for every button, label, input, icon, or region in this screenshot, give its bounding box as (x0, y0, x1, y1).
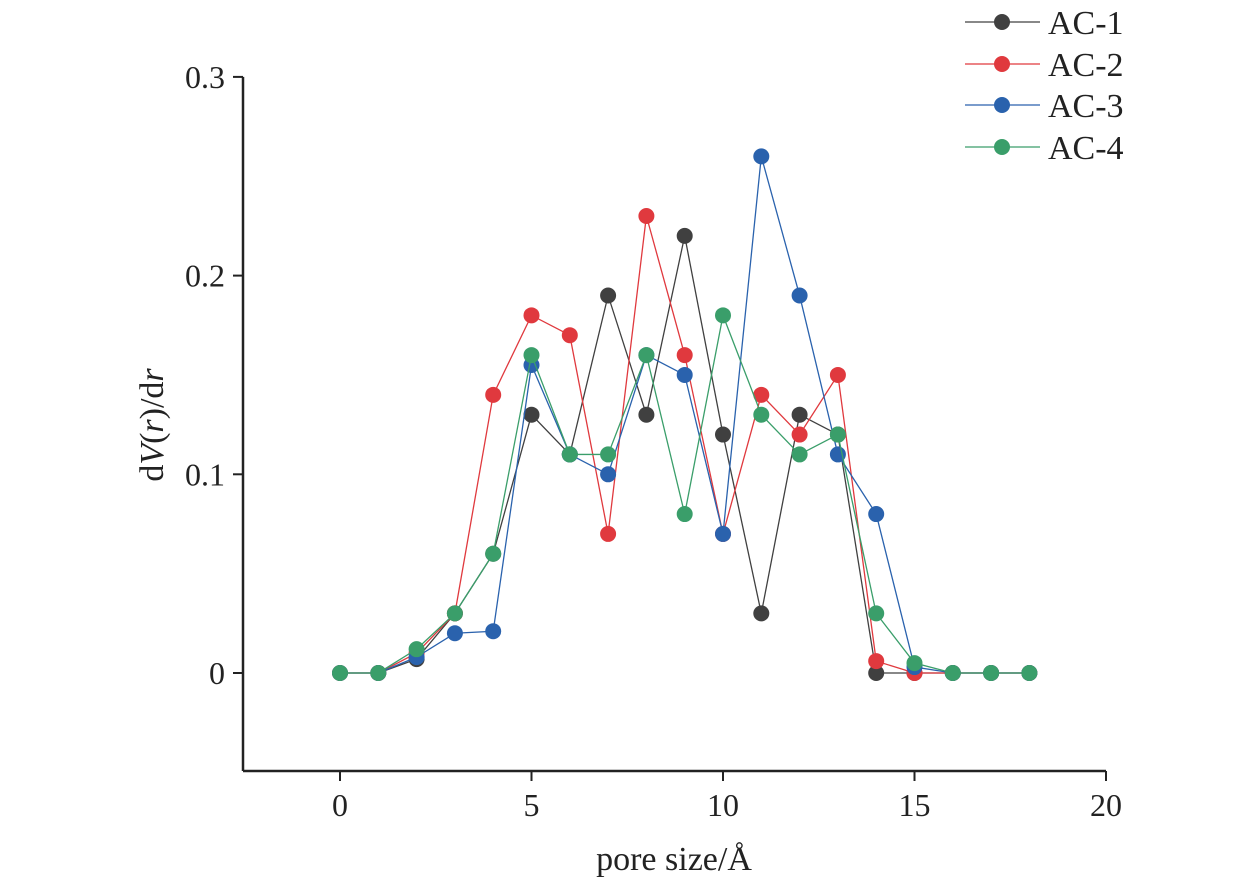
y-axis-label-part: r (134, 368, 171, 382)
series-line (340, 215, 1030, 674)
data-point (676, 347, 693, 364)
legend-label: AC-2 (1048, 47, 1124, 84)
legend-marker (994, 139, 1010, 155)
x-tick-label: 10 (707, 787, 739, 823)
legend-item: AC-4 (965, 130, 1124, 167)
x-tick-label: 5 (524, 787, 540, 823)
data-point (446, 605, 463, 622)
axes: 0 5 10 15 20 0 0.1 0.2 0.3 (185, 59, 1122, 823)
series-ac-2 (332, 207, 1038, 681)
legend-item: AC-2 (965, 47, 1124, 84)
legend: AC-1 AC-2 AC-3 AC-4 (965, 5, 1124, 167)
data-point (676, 506, 693, 523)
x-tick-label: 0 (332, 787, 348, 823)
y-axis-label-part: r (134, 419, 171, 433)
data-point (906, 655, 923, 672)
data-point (485, 386, 502, 403)
legend-label: AC-4 (1048, 130, 1124, 167)
data-point (638, 406, 655, 423)
data-point (676, 227, 693, 244)
data-point (753, 605, 770, 622)
x-tick-label: 15 (899, 787, 931, 823)
data-point (753, 148, 770, 165)
legend-marker (994, 97, 1010, 113)
data-point (944, 665, 961, 681)
data-point (868, 665, 885, 681)
series-ac-4 (332, 307, 1038, 681)
data-point (600, 446, 617, 463)
data-point (638, 207, 655, 224)
data-point (829, 426, 846, 443)
data-point (370, 665, 387, 681)
y-axis-label-part: )/d (134, 382, 171, 420)
y-tick-label: 0 (209, 655, 225, 691)
x-tick-label: 20 (1090, 787, 1122, 823)
data-point (868, 653, 885, 670)
data-point (561, 446, 578, 463)
data-point (523, 406, 540, 423)
y-axis-label: dV(r)/dr (134, 368, 171, 482)
data-point (753, 386, 770, 403)
data-point (485, 545, 502, 562)
data-point (446, 625, 463, 642)
series-group (332, 148, 1038, 681)
y-axis-label-part: d (134, 465, 171, 482)
data-point (523, 347, 540, 364)
data-point (715, 426, 731, 443)
data-point (868, 605, 885, 622)
y-tick-label: 0.2 (185, 258, 225, 294)
data-point (561, 327, 578, 344)
data-point (676, 366, 693, 383)
data-point (600, 287, 617, 304)
y-tick-label: 0.1 (185, 456, 225, 492)
data-point (791, 446, 808, 463)
data-point (983, 665, 1000, 681)
data-point (753, 406, 770, 423)
data-point (868, 506, 885, 523)
data-point (332, 665, 348, 681)
series-ac-1 (332, 227, 1038, 681)
data-point (715, 307, 731, 324)
y-tick-label: 0.3 (185, 59, 225, 95)
x-axis-label: pore size/Å (596, 841, 752, 878)
data-point (600, 466, 617, 483)
data-point (600, 525, 617, 542)
legend-item: AC-3 (965, 88, 1124, 125)
legend-label: AC-3 (1048, 88, 1124, 125)
series-line (340, 235, 1030, 674)
legend-marker (994, 56, 1010, 72)
legend-marker (994, 14, 1010, 30)
legend-item: AC-1 (965, 5, 1124, 42)
data-point (791, 406, 808, 423)
legend-label: AC-1 (1048, 5, 1124, 42)
data-point (1021, 665, 1038, 681)
data-point (523, 307, 540, 324)
data-point (638, 347, 655, 364)
data-point (715, 525, 731, 542)
data-point (485, 623, 502, 640)
data-point (791, 287, 808, 304)
data-point (791, 426, 808, 443)
y-axis-label-part: ( (134, 433, 171, 444)
data-point (408, 641, 425, 658)
data-point (829, 366, 846, 383)
